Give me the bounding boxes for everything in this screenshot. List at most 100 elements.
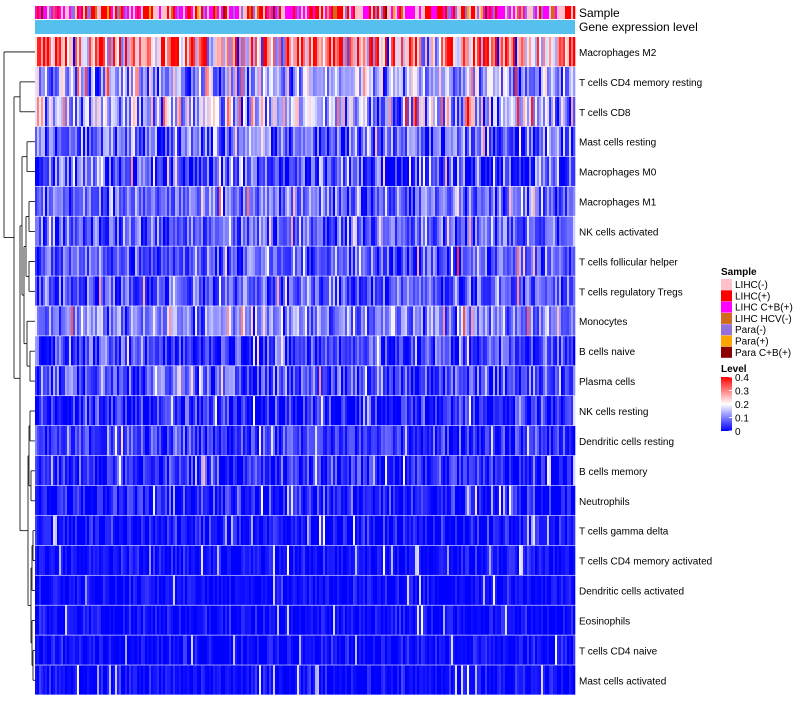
heatmap-cell — [109, 516, 111, 545]
heatmap-cell — [141, 37, 143, 66]
heatmap-cell — [263, 306, 265, 335]
heatmap-cell — [459, 306, 461, 335]
heatmap-cell — [213, 366, 215, 395]
heatmap-cell — [201, 127, 203, 156]
heatmap-cell — [251, 426, 253, 455]
heatmap-cell — [189, 426, 191, 455]
sample-annotation-cell — [253, 6, 255, 19]
heatmap-cell — [143, 217, 145, 246]
heatmap-cell — [275, 67, 277, 96]
heatmap-cell — [567, 426, 569, 455]
sample-annotation-cell — [207, 6, 209, 19]
heatmap-cell — [301, 456, 303, 485]
heatmap-cell — [325, 306, 327, 335]
heatmap-cell — [365, 67, 367, 96]
heatmap-cell — [275, 336, 277, 365]
heatmap-cell — [161, 37, 163, 66]
heatmap-cell — [139, 516, 141, 545]
heatmap-cell — [409, 336, 411, 365]
heatmap-cell — [365, 366, 367, 395]
heatmap-cell — [217, 187, 219, 216]
heatmap-cell — [265, 276, 267, 305]
heatmap-cell — [57, 246, 59, 275]
heatmap-cell — [527, 157, 529, 186]
heatmap-cell — [515, 37, 517, 66]
heatmap-cell — [87, 276, 89, 305]
heatmap-cell — [237, 396, 239, 425]
heatmap-cell — [379, 396, 381, 425]
heatmap-cell — [393, 366, 395, 395]
heatmap-cell — [183, 366, 185, 395]
heatmap-cell — [545, 67, 547, 96]
sample-annotation-cell — [151, 6, 153, 19]
heatmap-cell — [185, 306, 187, 335]
heatmap-cell — [453, 157, 455, 186]
heatmap-cell — [171, 336, 173, 365]
heatmap-cell — [397, 67, 399, 96]
sample-annotation-cell — [495, 6, 497, 19]
heatmap-cell — [347, 516, 349, 545]
heatmap-cell — [37, 67, 39, 96]
heatmap-cell — [73, 127, 75, 156]
heatmap-cell — [457, 396, 459, 425]
heatmap-cell — [249, 217, 251, 246]
heatmap-cell — [403, 67, 405, 96]
heatmap-cell — [297, 217, 299, 246]
heatmap-cell — [563, 246, 565, 275]
heatmap-cell — [495, 486, 497, 515]
heatmap-cell — [39, 336, 41, 365]
heatmap-cell — [255, 336, 257, 365]
heatmap-cell — [203, 366, 205, 395]
heatmap-cell — [263, 456, 265, 485]
heatmap-cell — [449, 366, 451, 395]
heatmap-cell — [93, 426, 95, 455]
heatmap-cell — [237, 157, 239, 186]
heatmap-cell — [319, 67, 321, 96]
heatmap-cell — [217, 306, 219, 335]
heatmap-cell — [511, 396, 513, 425]
heatmap-cell — [203, 37, 205, 66]
heatmap-cell — [541, 456, 543, 485]
heatmap-cell — [193, 456, 195, 485]
heatmap-cell — [39, 516, 41, 545]
sample-annotation-cell — [417, 6, 419, 19]
heatmap-cell — [509, 217, 511, 246]
heatmap-cell — [541, 157, 543, 186]
heatmap-cell — [209, 246, 211, 275]
heatmap-cell — [445, 396, 447, 425]
heatmap-cell — [487, 486, 489, 515]
heatmap-cell — [373, 396, 375, 425]
heatmap-cell — [361, 456, 363, 485]
heatmap-cell — [335, 456, 337, 485]
heatmap-cell — [331, 516, 333, 545]
heatmap-cell — [291, 306, 293, 335]
sample-annotation-cell — [461, 6, 463, 19]
heatmap-cell — [533, 336, 535, 365]
heatmap-cell — [353, 366, 355, 395]
heatmap-cell — [145, 366, 147, 395]
heatmap-cell — [183, 217, 185, 246]
heatmap-cell — [543, 336, 545, 365]
sample-annotation-cell — [541, 6, 543, 19]
heatmap-cell — [243, 276, 245, 305]
heatmap-cell — [115, 217, 117, 246]
heatmap-cell — [305, 486, 307, 515]
heatmap-cell — [273, 67, 275, 96]
heatmap-cell — [295, 157, 297, 186]
heatmap-cell — [377, 456, 379, 485]
sample-annotation-cell — [175, 6, 177, 19]
heatmap-cell — [417, 217, 419, 246]
heatmap-cell — [75, 37, 77, 66]
heatmap-cell — [555, 187, 557, 216]
heatmap-cell — [57, 336, 59, 365]
heatmap-cell — [245, 67, 247, 96]
heatmap-cell — [87, 366, 89, 395]
heatmap-cell — [447, 486, 449, 515]
heatmap-cell — [155, 246, 157, 275]
heatmap-cell — [357, 217, 359, 246]
heatmap-cell — [513, 127, 515, 156]
heatmap-cell — [517, 516, 519, 545]
heatmap-cell — [405, 396, 407, 425]
heatmap-cell — [509, 456, 511, 485]
sample-annotation-cell — [477, 6, 479, 19]
